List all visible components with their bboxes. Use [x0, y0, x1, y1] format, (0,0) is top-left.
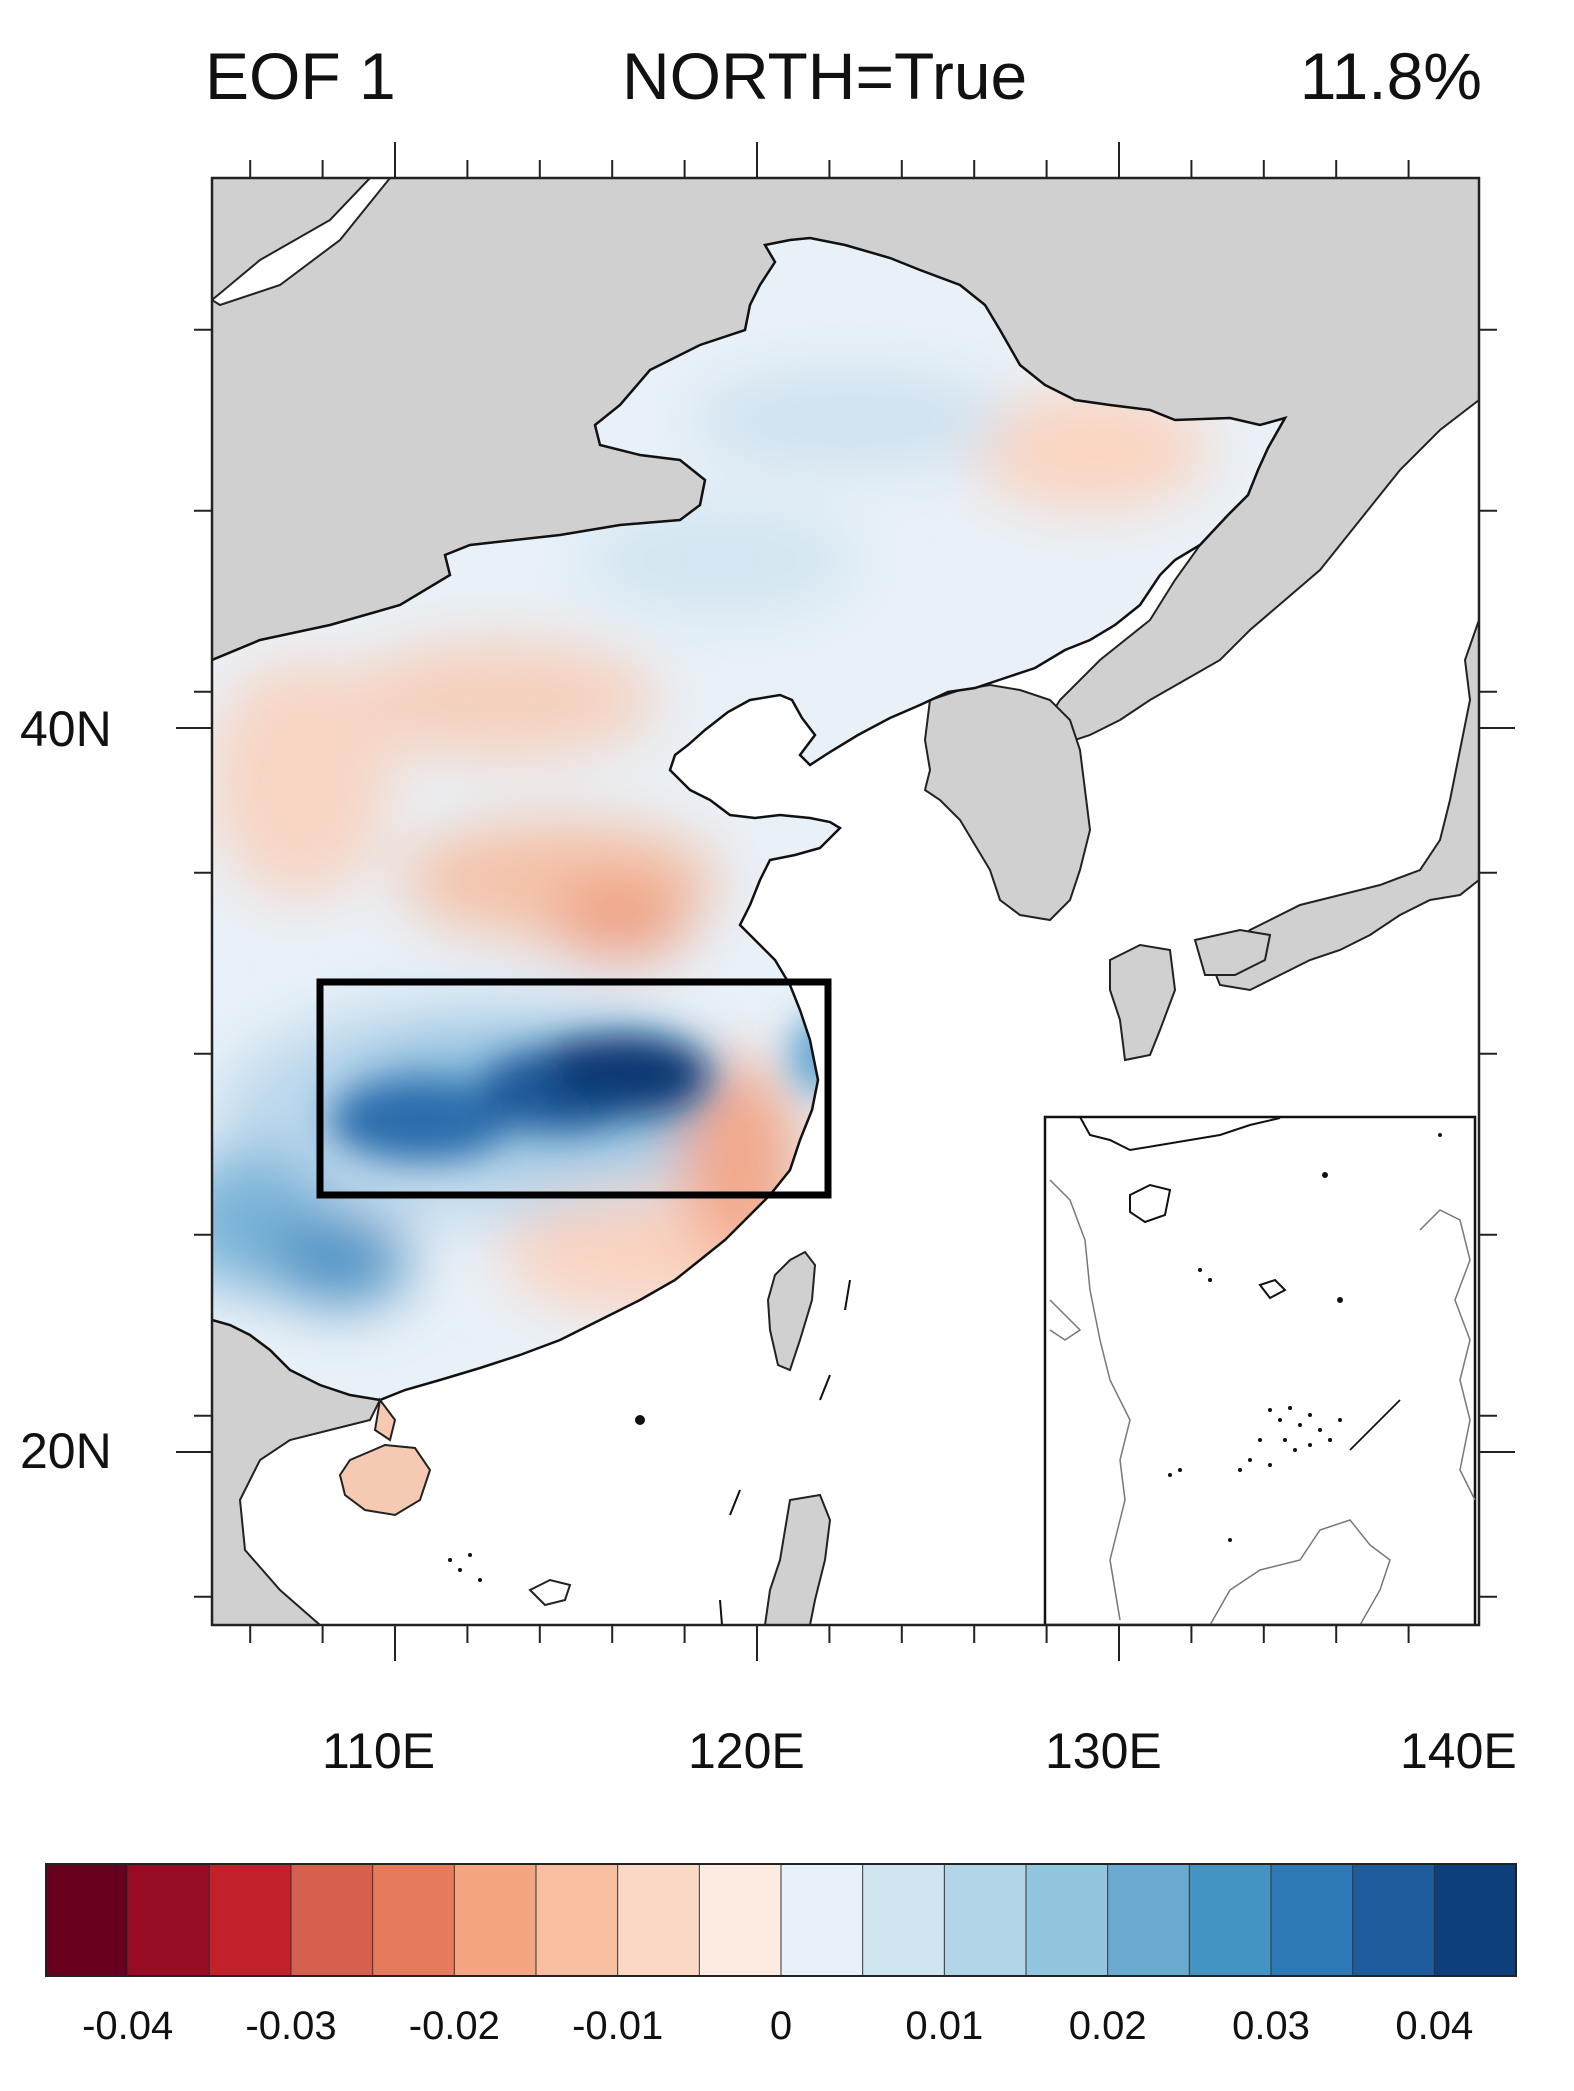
colorbar-swatch: [1433, 1863, 1518, 1977]
colorbar-tick-label: 0.02: [1068, 2004, 1147, 2048]
land-korea: [923, 683, 1092, 922]
colorbar-swatch: [453, 1863, 538, 1977]
colorbar-tick-label: -0.02: [408, 2004, 500, 2048]
map-title-center: NORTH=True: [622, 39, 1028, 113]
colorbar-swatch: [1025, 1863, 1109, 1977]
colorbar-swatch: [372, 1863, 456, 1977]
study-region-box: [316, 978, 832, 1199]
colorbar-tick-label: 0.04: [1395, 2004, 1474, 2048]
colorbar-swatch: [780, 1863, 864, 1977]
colorbar-swatch: [1107, 1863, 1191, 1977]
colorbar-tick-label: 0.03: [1232, 2004, 1310, 2048]
colorbar-swatch: [208, 1863, 292, 1977]
colorbar-swatch: [617, 1863, 701, 1977]
map-title-right: 11.8%: [1299, 39, 1482, 113]
land-hainan: [338, 1443, 432, 1517]
colorbar-tick-label: 0: [769, 2004, 793, 2048]
y-tick-label-40n: 40N: [20, 701, 112, 757]
lake: [212, 178, 392, 307]
south-china-sea-inset: [1043, 1115, 1477, 1625]
map-frame: [210, 176, 1481, 1627]
colorbar-swatch: [943, 1863, 1027, 1977]
colorbar-swatch: [290, 1863, 374, 1977]
colorbar-frame: [45, 1863, 1517, 1977]
land-taiwan: [766, 1250, 817, 1372]
x-tick-label-130e: 130E: [1045, 1723, 1162, 1779]
colorbar-swatch: [1352, 1863, 1436, 1977]
colorbar-swatch: [862, 1863, 946, 1977]
x-tick-label-120e: 120E: [688, 1723, 805, 1779]
colorbar-swatch: [1270, 1863, 1354, 1977]
x-tick-label-140e: 140E: [1400, 1723, 1517, 1779]
colorbar-swatch: [535, 1863, 619, 1977]
axis-ticks: [176, 142, 1515, 1661]
colorbar-tick-label: -0.04: [82, 2004, 174, 2048]
colorbar-swatch: [45, 1863, 129, 1977]
colorbar: [45, 1863, 1518, 1977]
colorbar-swatch: [698, 1863, 782, 1977]
y-tick-label-20n: 20N: [20, 1423, 112, 1479]
x-tick-label-110e: 110E: [322, 1723, 436, 1779]
colorbar-tick-label: 0.01: [905, 2004, 984, 2048]
colorbar-tick-label: -0.03: [245, 2004, 337, 2048]
map-title-left: EOF 1: [205, 39, 396, 113]
eof-map: [176, 142, 1515, 1661]
colorbar-swatch: [1188, 1863, 1273, 1977]
colorbar-tick-label: -0.01: [572, 2004, 664, 2048]
colorbar-swatch: [127, 1863, 211, 1977]
